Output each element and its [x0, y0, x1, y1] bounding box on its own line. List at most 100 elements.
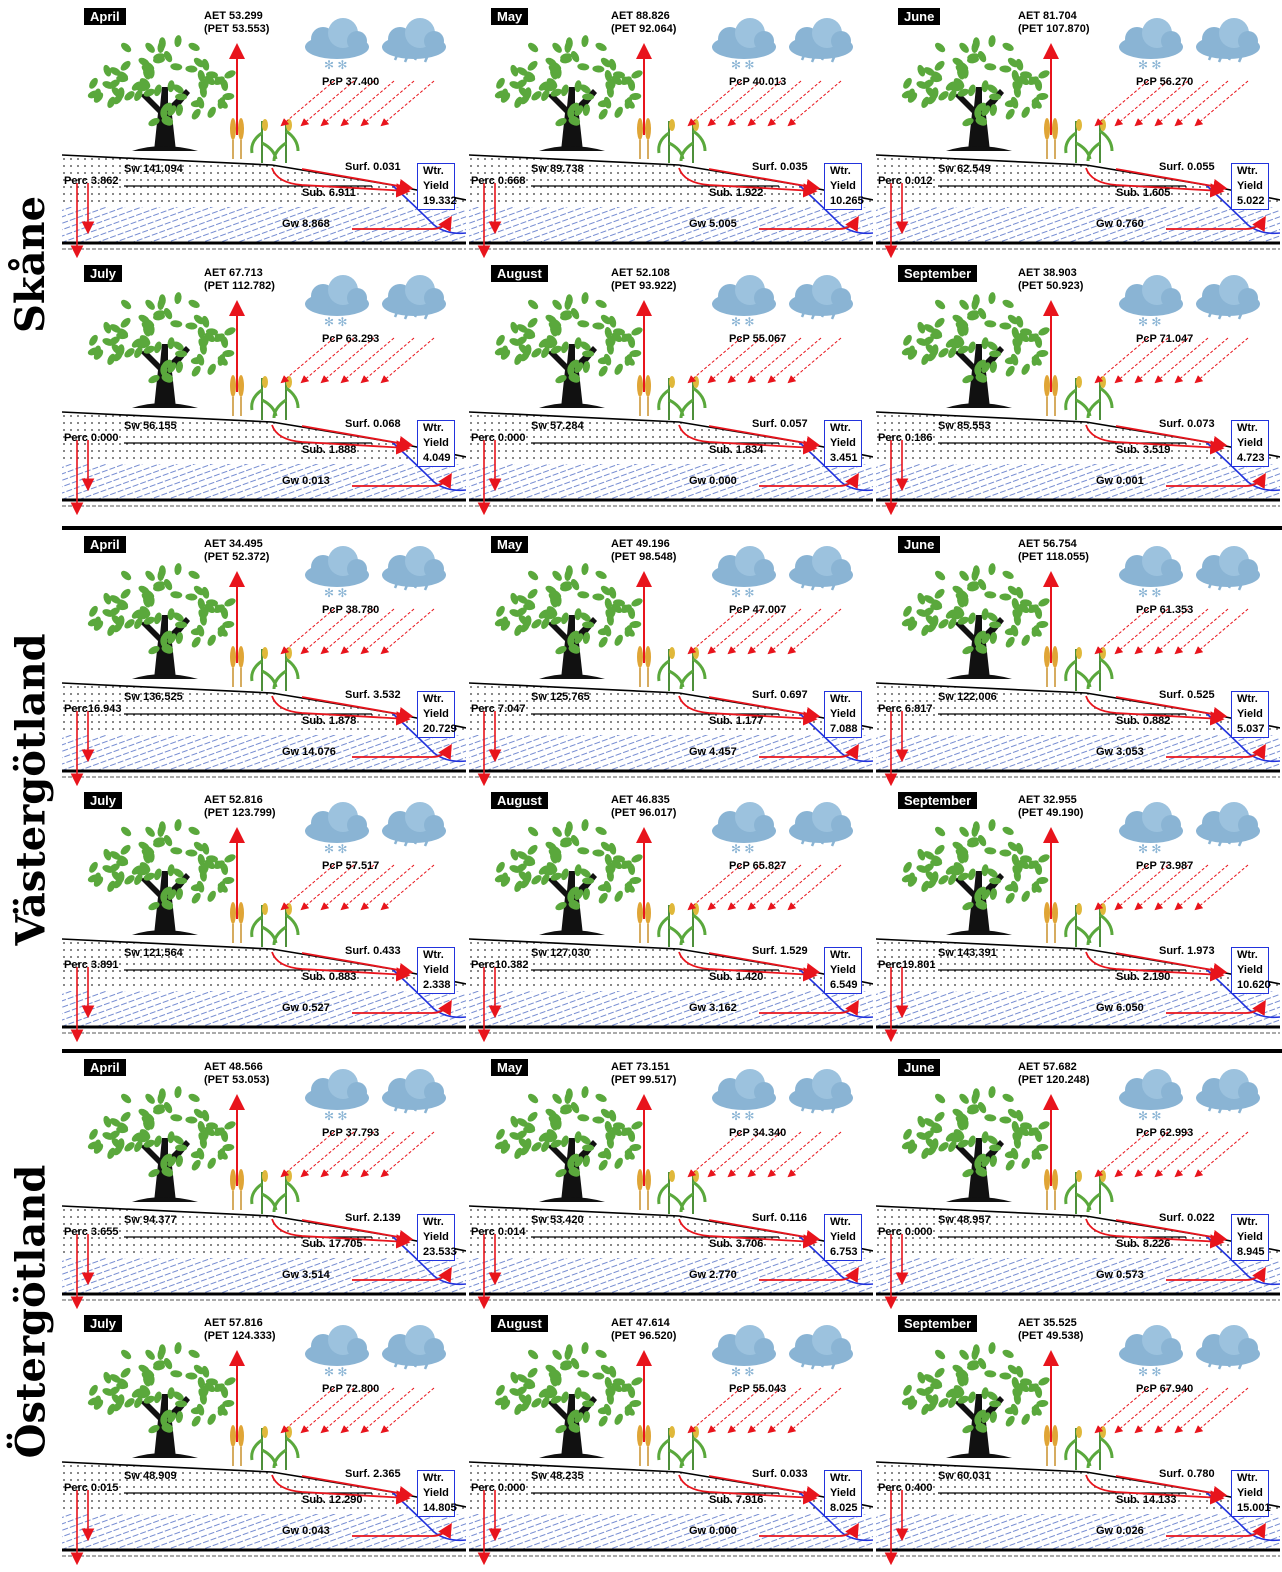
rain-cloud-icon: [1196, 18, 1260, 63]
month-label: June: [898, 1059, 941, 1076]
month-panel: ✻ ✻ April AET 34.495 (PET 52.372) PcP 38.78…: [62, 531, 466, 786]
water-yield-title: Wtr.: [1237, 949, 1258, 961]
precipitation-label: PcP 37.793: [322, 1127, 380, 1139]
wheat-icon: [1044, 375, 1058, 416]
water-yield-title: Wtr.: [423, 1472, 444, 1484]
svg-text:✻ ✻: ✻ ✻: [1138, 842, 1161, 856]
month-panel: ✻ ✻ June AET 57.682 (PET 120.248) PcP 62.99…: [876, 1054, 1280, 1309]
water-yield-value: 20.729: [423, 723, 457, 735]
water-yield-box: Wtr. Yield 6.549: [824, 947, 862, 994]
svg-text:✻ ✻: ✻ ✻: [1138, 315, 1161, 329]
aet-value: AET 46.835: [611, 794, 670, 806]
corn-icon: [250, 647, 300, 691]
water-yield-title: Wtr.: [423, 949, 444, 961]
pet-value: (PET 112.782): [204, 280, 275, 292]
corn-icon: [1064, 647, 1114, 691]
water-yield-value: 3.451: [830, 452, 858, 464]
surface-runoff-label: Surf. 0.073: [1159, 418, 1215, 430]
aet-value: AET 56.754: [1018, 538, 1077, 550]
aet-label: AET 38.903 (PET 50.923): [1018, 267, 1083, 293]
surface-runoff-label: Surf. 1.529: [752, 945, 808, 957]
tree-icon: [87, 35, 236, 151]
month-label: September: [898, 1315, 978, 1332]
svg-text:✻ ✻: ✻ ✻: [731, 842, 754, 856]
pet-value: (PET 123.799): [204, 807, 276, 819]
pet-value: (PET 92.064): [611, 23, 677, 35]
rain-cloud-icon: [789, 18, 853, 63]
month-label: April: [84, 8, 126, 25]
tree-icon: [494, 563, 643, 679]
month-label: August: [491, 265, 548, 282]
month-panel: ✻ ✻ August AET 52.108 (PET 93.922) PcP 55.0…: [469, 260, 873, 515]
aet-value: AET 48.566: [204, 1061, 263, 1073]
rain-cloud-icon: [1196, 1069, 1260, 1114]
aet-label: AET 56.754 (PET 118.055): [1018, 538, 1089, 564]
aet-value: AET 52.816: [204, 794, 263, 806]
corn-icon: [250, 903, 300, 947]
month-panel: ✻ ✻ July AET 67.713 (PET 112.782) PcP 63.29…: [62, 260, 466, 515]
precipitation-label: PcP 40.013: [729, 76, 787, 88]
water-yield-box: Wtr. Yield 7.088: [824, 691, 862, 738]
snow-cloud-icon: ✻ ✻: [712, 1325, 776, 1379]
tree-icon: [494, 35, 643, 151]
subsurface-flow-label: Sub. 1.177: [709, 715, 764, 727]
water-yield-subtitle: Yield: [1237, 1231, 1263, 1243]
precipitation-label: PcP 61.353: [1136, 604, 1194, 616]
month-panel: ✻ ✻ September AET 35.525 (PET 49.538) PcP 6…: [876, 1310, 1280, 1565]
corn-icon: [250, 376, 300, 420]
water-yield-box: Wtr. Yield 20.729: [417, 691, 457, 738]
water-yield-title: Wtr.: [423, 1216, 444, 1228]
svg-text:✻ ✻: ✻ ✻: [731, 1109, 754, 1123]
precipitation-label: PcP 47.007: [729, 604, 787, 616]
month-panel: ✻ ✻ May AET 49.196 (PET 98.548) PcP 47.007 S…: [469, 531, 873, 786]
corn-icon: [250, 1170, 300, 1214]
subsurface-flow-label: Sub. 8.226: [1116, 1238, 1171, 1250]
svg-text:✻ ✻: ✻ ✻: [1138, 58, 1161, 72]
aet-value: AET 88.826: [611, 10, 670, 22]
pet-value: (PET 53.053): [204, 1074, 270, 1086]
svg-text:✻ ✻: ✻ ✻: [324, 586, 347, 600]
aet-value: AET 73.151: [611, 1061, 670, 1073]
corn-icon: [657, 647, 707, 691]
surface-runoff-label: Surf. 0.057: [752, 418, 808, 430]
groundwater-flow-label: Gw 3.514: [282, 1269, 330, 1281]
precipitation-label: PcP 34.340: [729, 1127, 787, 1139]
water-yield-title: Wtr.: [830, 165, 851, 177]
water-yield-box: Wtr. Yield 4.723: [1231, 420, 1269, 467]
percolation-label: Perc 0.400: [878, 1482, 933, 1494]
wheat-icon: [637, 1425, 651, 1466]
aet-label: AET 81.704 (PET 107.870): [1018, 10, 1090, 36]
aet-label: AET 32.955 (PET 49.190): [1018, 794, 1083, 820]
soil-water-label: Sw 121.564: [124, 947, 183, 959]
svg-text:✻ ✻: ✻ ✻: [324, 1109, 347, 1123]
water-yield-subtitle: Yield: [830, 708, 856, 720]
snow-cloud-icon: ✻ ✻: [712, 1069, 776, 1123]
groundwater-flow-label: Gw 0.527: [282, 1002, 330, 1014]
subsurface-flow-label: Sub. 2.190: [1116, 971, 1171, 983]
month-panel: ✻ ✻ May AET 88.826 (PET 92.064) PcP 40.013 S…: [469, 3, 873, 258]
svg-text:✻ ✻: ✻ ✻: [731, 1365, 754, 1379]
surface-runoff-label: Surf. 3.532: [345, 689, 401, 701]
aet-label: AET 57.682 (PET 120.248): [1018, 1061, 1090, 1087]
wheat-icon: [637, 902, 651, 943]
tree-icon: [87, 563, 236, 679]
pet-value: (PET 96.520): [611, 1330, 677, 1342]
percolation-label: Perc 3.891: [64, 959, 119, 971]
subsurface-flow-label: Sub. 1.605: [1116, 187, 1171, 199]
precipitation-label: PcP 72.800: [322, 1383, 380, 1395]
soil-water-label: Sw 143.391: [938, 947, 997, 959]
snow-cloud-icon: ✻ ✻: [305, 802, 369, 856]
svg-text:✻ ✻: ✻ ✻: [324, 1365, 347, 1379]
corn-icon: [657, 376, 707, 420]
water-yield-subtitle: Yield: [830, 437, 856, 449]
svg-text:✻ ✻: ✻ ✻: [1138, 586, 1161, 600]
wheat-icon: [1044, 1169, 1058, 1210]
corn-icon: [657, 903, 707, 947]
tree-icon: [494, 1086, 643, 1202]
water-yield-title: Wtr.: [423, 422, 444, 434]
groundwater-flow-label: Gw 6.050: [1096, 1002, 1144, 1014]
soil-water-label: Sw 85.553: [938, 420, 991, 432]
water-yield-box: Wtr. Yield 3.451: [824, 420, 862, 467]
groundwater-flow-label: Gw 0.573: [1096, 1269, 1144, 1281]
water-yield-box: Wtr. Yield 8.025: [824, 1470, 862, 1517]
